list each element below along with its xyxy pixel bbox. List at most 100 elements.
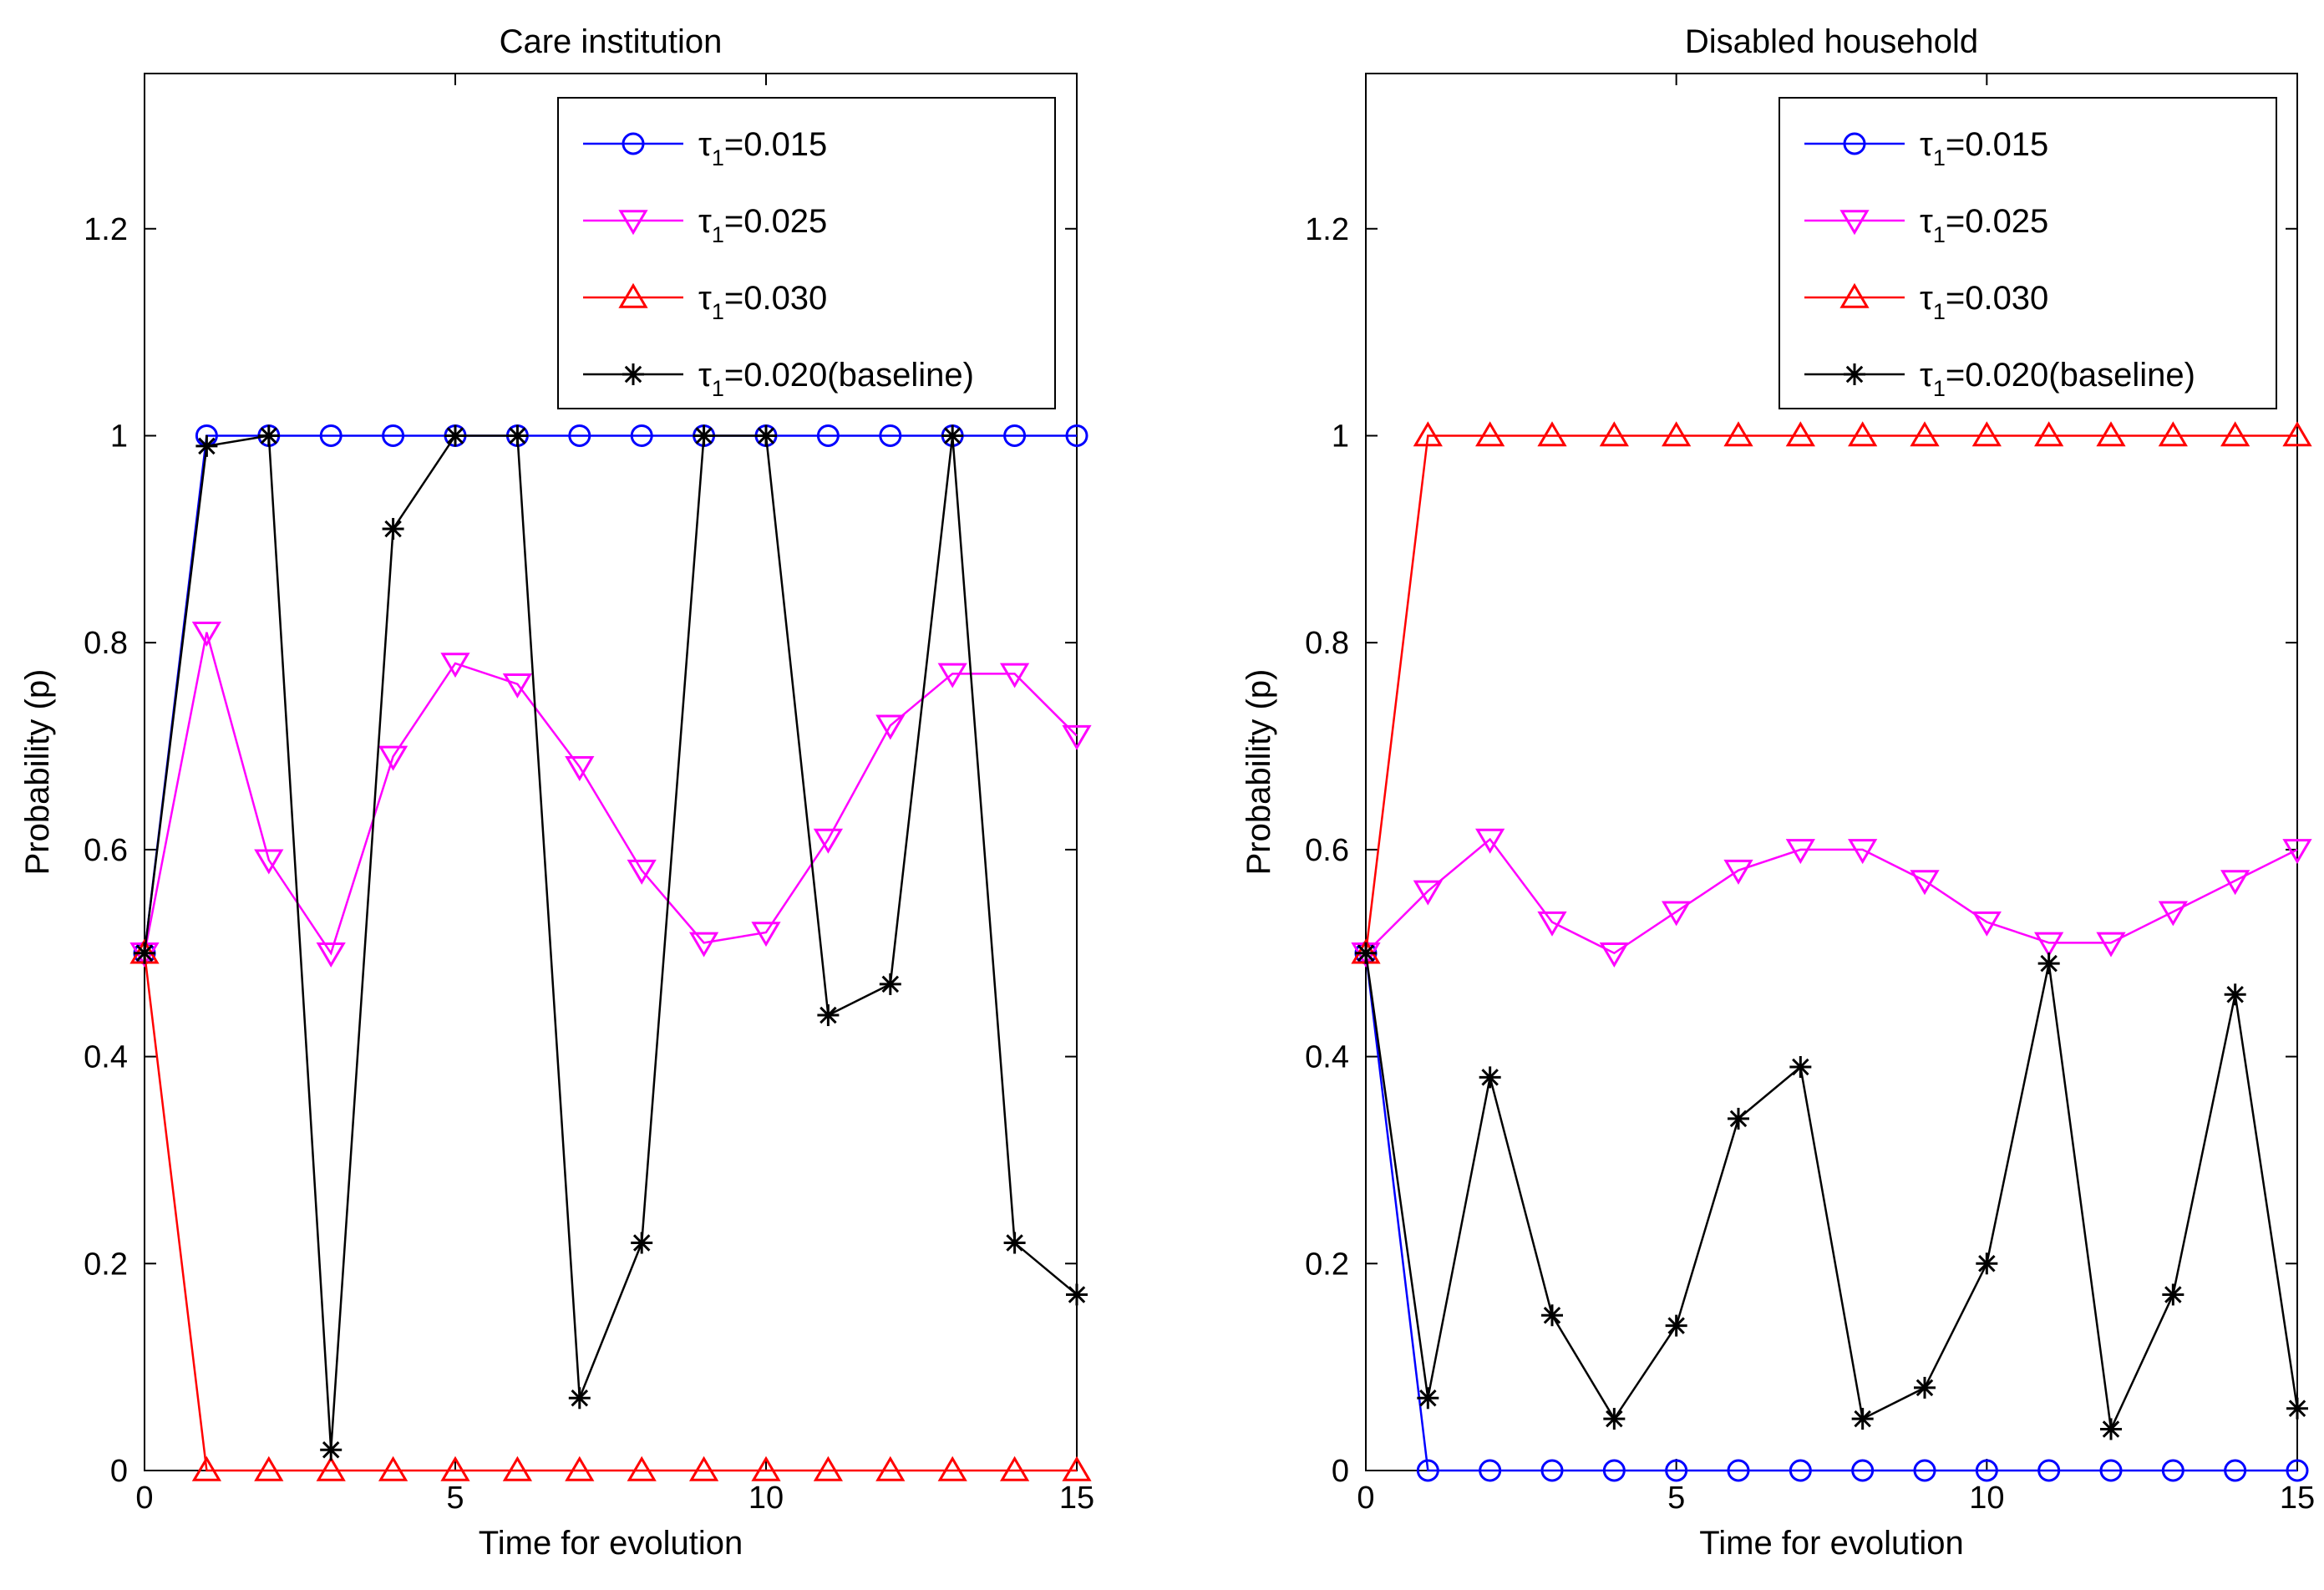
series-triangle-up	[129, 938, 1092, 1481]
legend-marker	[622, 363, 644, 385]
legend-label-main: τ	[1920, 203, 1933, 240]
legend-entry: τ1=0.015	[583, 126, 827, 170]
y-tick-label: 0	[1332, 1454, 1349, 1489]
legend-label-main: τ	[1920, 280, 1933, 317]
data-point-marker	[382, 424, 405, 447]
data-point-marker	[1971, 911, 2002, 937]
data-point-marker	[1475, 421, 1505, 447]
data-point-marker	[875, 714, 906, 740]
data-point-marker	[191, 622, 222, 648]
y-tick-label: 0.8	[1305, 626, 1349, 661]
data-point-marker	[999, 663, 1030, 688]
data-point-marker	[1785, 421, 1815, 447]
data-point-marker	[751, 922, 781, 947]
data-point-marker	[195, 434, 218, 457]
legend-label: τ1=0.030	[1920, 280, 2048, 324]
data-point-marker	[502, 673, 533, 698]
data-point-marker	[191, 1455, 222, 1481]
data-point-marker	[378, 1455, 408, 1481]
data-point-marker	[1003, 424, 1027, 447]
data-point-marker	[813, 828, 844, 854]
data-point-marker	[816, 424, 840, 447]
y-tick-label: 1.2	[1305, 212, 1349, 247]
data-point-marker	[320, 1439, 343, 1461]
series-line	[1364, 952, 2299, 1433]
legend-label: τ1=0.025	[698, 203, 827, 247]
series-circle	[1354, 942, 2309, 1482]
data-point-marker	[1355, 942, 1377, 964]
data-point-marker	[1003, 1232, 1026, 1254]
data-point-marker	[382, 517, 404, 540]
data-point-marker	[1910, 870, 1940, 896]
data-point-marker	[751, 1455, 781, 1481]
legend-label-main: τ	[698, 280, 712, 317]
data-point-marker	[316, 1455, 346, 1481]
legend-marker	[622, 132, 645, 155]
legend-label-main: τ	[698, 357, 712, 394]
data-point-marker	[937, 1455, 967, 1481]
legend-label: τ1=0.020(baseline)	[1920, 357, 2195, 401]
legend-label-sub: 1	[712, 222, 724, 247]
data-point-marker	[875, 1455, 906, 1481]
legend-label: τ1=0.030	[698, 280, 827, 324]
legend-label-rest: =0.025	[1946, 203, 2048, 240]
x-tick-label: 15	[1059, 1481, 1094, 1516]
data-point-marker	[1062, 724, 1092, 750]
data-point-marker	[2224, 1459, 2247, 1482]
data-point-marker	[817, 1004, 840, 1027]
legend-entry: τ1=0.020(baseline)	[1804, 357, 2195, 401]
data-point-marker	[2100, 1418, 2122, 1440]
series-line	[1364, 952, 2297, 1472]
data-point-marker	[378, 745, 408, 771]
y-axis-label: Probability (p)	[1241, 669, 1277, 876]
data-point-marker	[755, 424, 777, 447]
legend-marker	[1839, 282, 1870, 308]
y-tick-label: 0	[110, 1454, 128, 1489]
legend-label-sub: 1	[1933, 376, 1946, 401]
legend-label-rest: =0.015	[724, 126, 827, 163]
data-point-marker	[2220, 870, 2250, 896]
data-point-marker	[879, 424, 902, 447]
data-point-marker	[1723, 421, 1753, 447]
data-point-marker	[134, 942, 155, 964]
data-point-marker	[693, 424, 715, 447]
data-point-marker	[1785, 839, 1815, 865]
data-point-marker	[1599, 942, 1629, 968]
x-tick-label: 0	[135, 1481, 153, 1516]
data-point-marker	[630, 424, 653, 447]
legend-label-rest: =0.030	[1946, 280, 2048, 317]
data-point-marker	[2282, 839, 2312, 865]
data-point-marker	[1851, 1459, 1875, 1482]
data-point-marker	[1910, 421, 1940, 447]
data-point-marker	[631, 1232, 653, 1254]
series-line	[143, 952, 1077, 1472]
series-star	[1355, 942, 2308, 1440]
data-point-marker	[813, 1455, 844, 1481]
series-line	[1364, 434, 2297, 953]
data-point-marker	[627, 859, 657, 885]
series-line	[143, 434, 1077, 953]
legend-label-main: τ	[698, 203, 712, 240]
data-point-marker	[1723, 859, 1753, 885]
data-point-marker	[2096, 421, 2126, 447]
data-point-marker	[1789, 1055, 1812, 1078]
x-tick-label: 5	[446, 1481, 464, 1516]
x-axis-label: Time for evolution	[1699, 1525, 1963, 1562]
legend-label-rest: =0.020(baseline)	[1946, 357, 2195, 394]
chart-panel-1: Disabled household 0 5 10 15 0 0.2 0.4 0.6 0.8 1 1.…	[1241, 23, 2315, 1562]
data-point-marker	[2099, 1459, 2123, 1482]
data-point-marker	[1662, 901, 1692, 927]
y-axis-label: Probability (p)	[19, 669, 56, 876]
data-point-marker	[999, 1455, 1030, 1481]
legend-label-main: τ	[698, 126, 712, 163]
data-point-marker	[1727, 1459, 1750, 1482]
data-point-marker	[1479, 1066, 1501, 1089]
data-point-marker	[254, 1455, 284, 1481]
data-point-marker	[1599, 421, 1629, 447]
data-point-marker	[2096, 932, 2126, 958]
series-triangle-down	[1351, 828, 2312, 968]
series-line	[143, 434, 1078, 1450]
legend-entry: τ1=0.030	[1804, 280, 2048, 324]
series-line	[143, 632, 1078, 956]
legend-label-sub: 1	[712, 299, 724, 324]
